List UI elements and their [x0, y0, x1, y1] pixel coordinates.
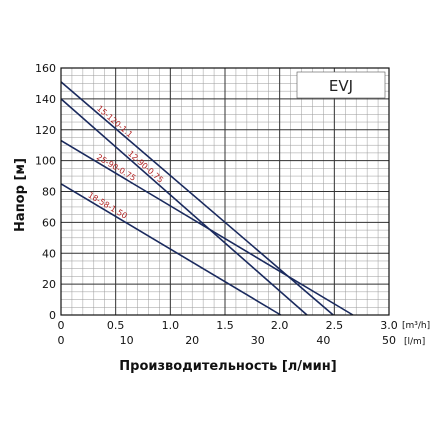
x2-tick-label: 3.0 [380, 319, 398, 332]
y-axis-title: Напор [м] [13, 158, 28, 232]
y-tick-label: 160 [35, 62, 56, 75]
series-line [60, 98, 308, 316]
y-tick-label: 20 [42, 278, 56, 291]
series-lines [60, 81, 354, 316]
series-line [60, 183, 282, 316]
y-tick-labels: 0 20 40 60 80 100 120 140 160 [35, 62, 56, 322]
series-line [60, 139, 354, 316]
y-tick-label: 140 [35, 93, 56, 106]
x-tick-label: 50 [382, 334, 396, 347]
x2-unit-label: [m³/h] [402, 321, 430, 331]
x2-tick-label: 2.0 [271, 319, 289, 332]
legend-text: EVJ [329, 77, 353, 95]
x-tick-label: 10 [120, 334, 134, 347]
x2-tick-label: 1.0 [162, 319, 180, 332]
x2-tick-label: 0 [58, 319, 65, 332]
y-tick-label: 40 [42, 247, 56, 260]
x2-tick-label: 1.5 [216, 319, 234, 332]
x-tick-label: 0 [58, 334, 65, 347]
x-tick-label: 20 [185, 334, 199, 347]
x-tick-labels: 0 10 20 30 40 50 [58, 334, 397, 347]
x-axis-title: Производительность [л/мин] [119, 359, 336, 374]
x-unit-label: [l/m] [404, 337, 425, 347]
y-tick-label: 100 [35, 155, 56, 168]
y-tick-label: 80 [42, 186, 56, 199]
y-tick-label: 120 [35, 124, 56, 137]
plot-frame [60, 67, 390, 316]
x-tick-label: 30 [251, 334, 265, 347]
y-tick-label: 0 [49, 309, 56, 322]
x2-tick-label: 2.5 [326, 319, 344, 332]
x2-tick-label: 0.5 [107, 319, 125, 332]
legend-box [296, 71, 386, 99]
y-tick-label: 60 [42, 216, 56, 229]
x-tick-label: 40 [316, 334, 330, 347]
x2-tick-labels: 0 0.5 1.0 1.5 2.0 2.5 3.0 [58, 319, 398, 332]
